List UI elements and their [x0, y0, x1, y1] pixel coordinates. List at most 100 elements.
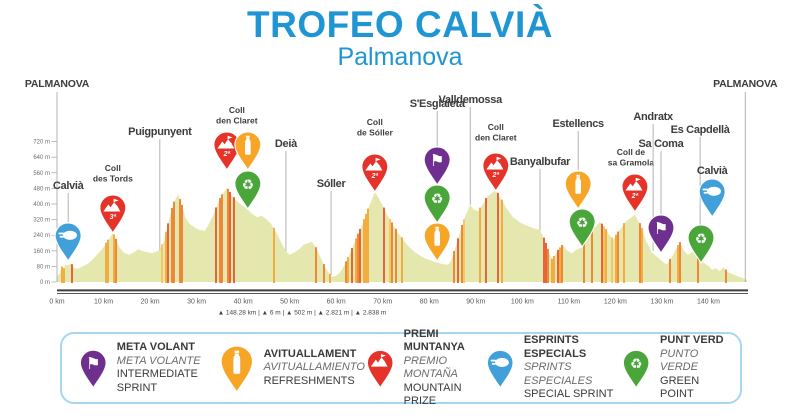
y-axis-label: 240 m	[33, 233, 50, 239]
legend-item-green-point: ♻ PUNT VERD PUNTO VERDE GREEN POINT	[621, 334, 724, 402]
mountain-pin-icon: 2ª	[361, 153, 389, 194]
place-label: Banyalbufar	[510, 156, 571, 168]
legend-label-en: GREEN POINT	[660, 374, 700, 401]
legend-label-en: MOUNTAIN PRIZE	[403, 381, 462, 408]
legend-label-ca: PREMI MUNTANYA	[403, 327, 465, 354]
x-axis-label: 60 km	[327, 299, 346, 306]
mountain-pin-icon	[366, 349, 394, 389]
x-axis-label: 70 km	[373, 299, 392, 306]
svg-text:⚑: ⚑	[654, 220, 669, 238]
endpoint-label: PALMANOVA	[25, 78, 90, 90]
svg-text:3ª: 3ª	[110, 214, 117, 221]
climb-label: Coll de Sóller	[357, 117, 394, 138]
flag-pin-icon: ⚑	[79, 349, 107, 389]
climb-label: Coll de sa Gramola	[608, 147, 655, 168]
legend-label-es: META VOLANTE	[116, 354, 201, 367]
place-label: Calvià	[53, 180, 85, 192]
x-axis-label: 90 km	[466, 299, 485, 306]
flag-pin-icon: ⚑	[79, 349, 107, 389]
y-axis-label: 0 m	[40, 280, 50, 286]
race-subtitle: Palmanova	[337, 43, 463, 71]
place-label: Sa Coma	[639, 138, 685, 150]
flag-pin-icon: ⚑	[423, 146, 451, 187]
x-axis-label: 100 km	[511, 299, 534, 306]
place-label: Calvià	[697, 165, 729, 177]
legend-item-mountain-prize: PREMI MUNTANYA PREMIO MONTAÑA MOUNTAIN P…	[365, 328, 485, 409]
svg-text:⚑: ⚑	[86, 355, 101, 373]
climb-label: Coll des Tords	[93, 163, 133, 184]
bottle-pin-icon	[564, 170, 592, 211]
place-label: Estellencs	[552, 118, 604, 130]
mountain-pin-icon	[366, 349, 394, 389]
bottle-pin-icon	[234, 131, 262, 172]
mountain-pin-icon: 2ª	[621, 173, 649, 214]
route-profile-chart: 0 m 80 m 160 m 240 m 320 m 400 m 480 m 560 m 640…	[25, 78, 778, 317]
svg-text:♻: ♻	[242, 177, 255, 193]
legend-label-en: INTERMEDIATE SPRINT	[116, 368, 198, 394]
svg-text:♻: ♻	[431, 191, 444, 207]
route-stats: ▲ 148.28 km | ▲ 6 m | ▲ 502 m | ▲ 2.821 …	[218, 310, 387, 317]
svg-text:2ª: 2ª	[223, 151, 231, 158]
recycle-pin-icon: ♻	[234, 170, 262, 211]
bottle-pin-icon	[219, 344, 253, 392]
legend-box: ⚑ META VOLANT META VOLANTE INTERMEDIATE …	[60, 328, 742, 407]
y-axis-label: 160 m	[33, 249, 50, 255]
place-label: Es Capdellà	[671, 124, 731, 136]
x-axis-label: 130 km	[650, 299, 673, 306]
flag-pin-icon: ⚑	[647, 214, 675, 255]
legend-label-ca: AVITUALLAMENT	[263, 347, 357, 360]
place-label: Valldemossa	[439, 94, 504, 106]
x-axis-label: 40 km	[234, 299, 253, 306]
svg-text:♻: ♻	[630, 356, 642, 371]
svg-text:⚑: ⚑	[430, 152, 445, 170]
place-label: Andratx	[633, 111, 674, 123]
recycle-pin-icon: ♻	[623, 349, 650, 389]
svg-text:2ª: 2ª	[631, 193, 639, 200]
climb-label: Coll den Claret	[475, 122, 517, 143]
recycle-pin-icon: ♻	[687, 224, 715, 265]
mountain-pin-icon: 3ª	[99, 194, 127, 235]
y-axis-label: 480 m	[33, 186, 50, 192]
legend-label-ca: ESPRINTS ESPECIALS	[523, 334, 587, 360]
climb-label: Coll den Claret	[216, 105, 258, 126]
sprint-pin-icon	[54, 222, 82, 263]
mountain-pin-icon: 2ª	[213, 131, 241, 172]
route-markers: PALMANOVA Calvià Coll des Tords 3ª Puigpunyen…	[25, 78, 778, 282]
svg-text:♻: ♻	[695, 231, 708, 247]
poster-header: TROFEO CALVIÀ Palmanova	[0, 4, 800, 72]
legend-item-refreshments: AVITUALLAMENT AVITUALLAMIENTO REFRESHMEN…	[218, 344, 365, 392]
race-title: TROFEO CALVIÀ	[247, 4, 553, 45]
x-axis-label: 10 km	[94, 299, 113, 306]
recycle-pin-icon: ♻	[568, 208, 596, 249]
legend-item-intermediate-sprint: ⚑ META VOLANT META VOLANTE INTERMEDIATE …	[78, 341, 218, 395]
legend-item-special-sprint: ESPRINTS ESPECIALS SPRINTS ESPECIALES SP…	[485, 334, 621, 402]
y-axis-label: 320 m	[33, 218, 50, 224]
legend-label-ca: META VOLANT	[116, 341, 196, 353]
y-axis-label: 720 m	[33, 140, 50, 146]
y-axis-label: 400 m	[33, 202, 50, 208]
endpoint-label: PALMANOVA	[713, 78, 778, 90]
x-axis-label: 140 km	[697, 299, 720, 306]
sprint-pin-icon	[486, 349, 514, 389]
svg-text:2ª: 2ª	[492, 172, 500, 179]
x-axis-label: 20 km	[141, 299, 160, 306]
sprint-pin-icon	[698, 178, 726, 219]
legend-label-es: SPRINTS ESPECIALES	[523, 361, 593, 387]
x-axis-label: 0 km	[49, 299, 64, 306]
place-label: Puigpunyent	[128, 126, 192, 138]
recycle-pin-icon: ♻	[623, 349, 650, 389]
legend-label-es: AVITUALLAMIENTO	[263, 361, 365, 374]
x-axis-label: 80 km	[420, 299, 439, 306]
place-label: S'Esglaieta	[410, 98, 466, 110]
svg-text:2ª: 2ª	[371, 173, 379, 180]
legend-label-en: REFRESHMENTS	[263, 374, 355, 387]
y-axis-label: 640 m	[33, 155, 50, 161]
svg-text:♻: ♻	[576, 215, 589, 231]
legend-label-es: PUNTO VERDE	[660, 347, 699, 374]
mountain-pin-icon: 2ª	[482, 152, 510, 193]
y-axis-label: 560 m	[33, 171, 50, 177]
x-axis-label: 120 km	[604, 299, 627, 306]
place-label: Deià	[275, 138, 298, 150]
x-axis-label: 50 km	[280, 299, 299, 306]
legend-label-es: PREMIO MONTAÑA	[403, 354, 458, 381]
